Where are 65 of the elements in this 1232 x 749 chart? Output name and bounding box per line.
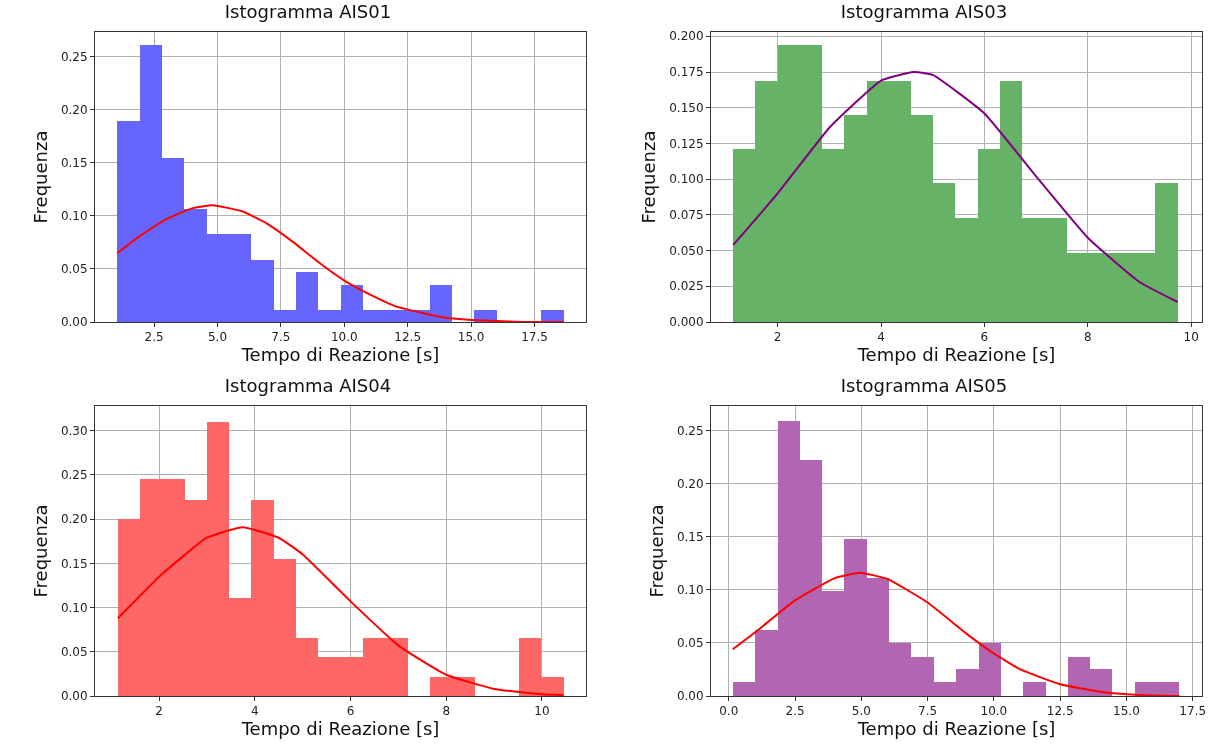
x-tick-label: 17.5 [1179,704,1207,719]
y-tick-label: 0.00 [60,315,88,330]
y-tick-label: 0.10 [60,208,88,223]
x-tick-label: 15.0 [457,330,485,345]
y-tick-label: 0.30 [60,423,88,438]
x-tick-label: 10.0 [330,330,358,345]
y-tick-label: 0.20 [60,512,88,527]
x-tick-label: 6 [980,330,989,345]
y-tick-label: 0.20 [60,102,88,117]
x-axis-title: Tempo di Reazione [s] [856,718,1056,740]
chart-title: Istogramma AIS04 [224,375,392,397]
x-tick-label: 6 [346,704,355,719]
y-tick-label: 0.050 [669,243,704,258]
x-tick-label: 7.5 [271,330,291,345]
x-axis-title: Tempo di Reazione [s] [240,718,440,740]
y-tick-label: 0.15 [676,529,704,544]
y-tick-label: 0.15 [60,556,88,571]
x-tick-label: 2.5 [144,330,164,345]
y-axis-title: Frequenza [30,130,52,224]
y-tick-label: 0.175 [669,65,704,80]
x-axis-title: Tempo di Reazione [s] [856,344,1056,366]
x-tick-label: 10.0 [980,704,1008,719]
x-tick-label: 2 [155,704,163,719]
y-tick-label: 0.20 [676,476,704,491]
y-axis-title: Frequenza [646,504,668,598]
y-tick-label: 0.025 [669,279,704,294]
x-tick-label: 10 [534,704,550,719]
y-tick-label: 0.00 [676,689,704,704]
x-tick-label: 2 [773,330,782,345]
chart-title: Istogramma AIS03 [840,1,1008,23]
chart-title: Istogramma AIS05 [840,375,1008,397]
y-axis-title: Frequenza [30,504,52,598]
x-tick-label: 7.5 [918,704,938,719]
y-axis-title: Frequenza [638,130,660,224]
y-tick-label: 0.25 [60,49,88,64]
y-tick-label: 0.00 [60,689,88,704]
y-tick-label: 0.25 [60,468,88,483]
x-tick-label: 8 [1083,330,1092,345]
x-tick-label: 5.0 [851,704,871,719]
y-tick-label: 0.075 [669,208,704,223]
x-tick-label: 10 [1183,330,1199,345]
y-tick-label: 0.200 [669,29,704,44]
y-tick-label: 0.125 [669,136,704,151]
x-tick-label: 0.0 [719,704,739,719]
x-tick-label: 4 [251,704,259,719]
y-tick-label: 0.05 [676,636,704,651]
x-tick-label: 2.5 [785,704,805,719]
x-tick-label: 15.0 [1113,704,1140,719]
x-tick-label: 5.0 [207,330,228,345]
y-tick-label: 0.10 [60,600,88,615]
x-tick-label: 17.5 [521,330,548,345]
x-tick-label: 8 [442,704,451,719]
y-tick-label: 0.25 [676,423,704,438]
y-tick-label: 0.000 [669,315,704,330]
y-tick-label: 0.05 [60,262,88,277]
y-tick-label: 0.05 [60,644,88,659]
y-tick-label: 0.15 [60,155,88,170]
x-tick-label: 4 [877,330,885,345]
y-tick-label: 0.10 [676,582,704,597]
y-tick-label: 0.150 [669,100,704,115]
x-tick-label: 12.5 [1046,704,1074,719]
x-axis-title: Tempo di Reazione [s] [240,344,440,366]
x-tick-label: 12.5 [394,330,422,345]
y-tick-label: 0.100 [669,172,704,187]
chart-title: Istogramma AIS01 [224,1,392,23]
